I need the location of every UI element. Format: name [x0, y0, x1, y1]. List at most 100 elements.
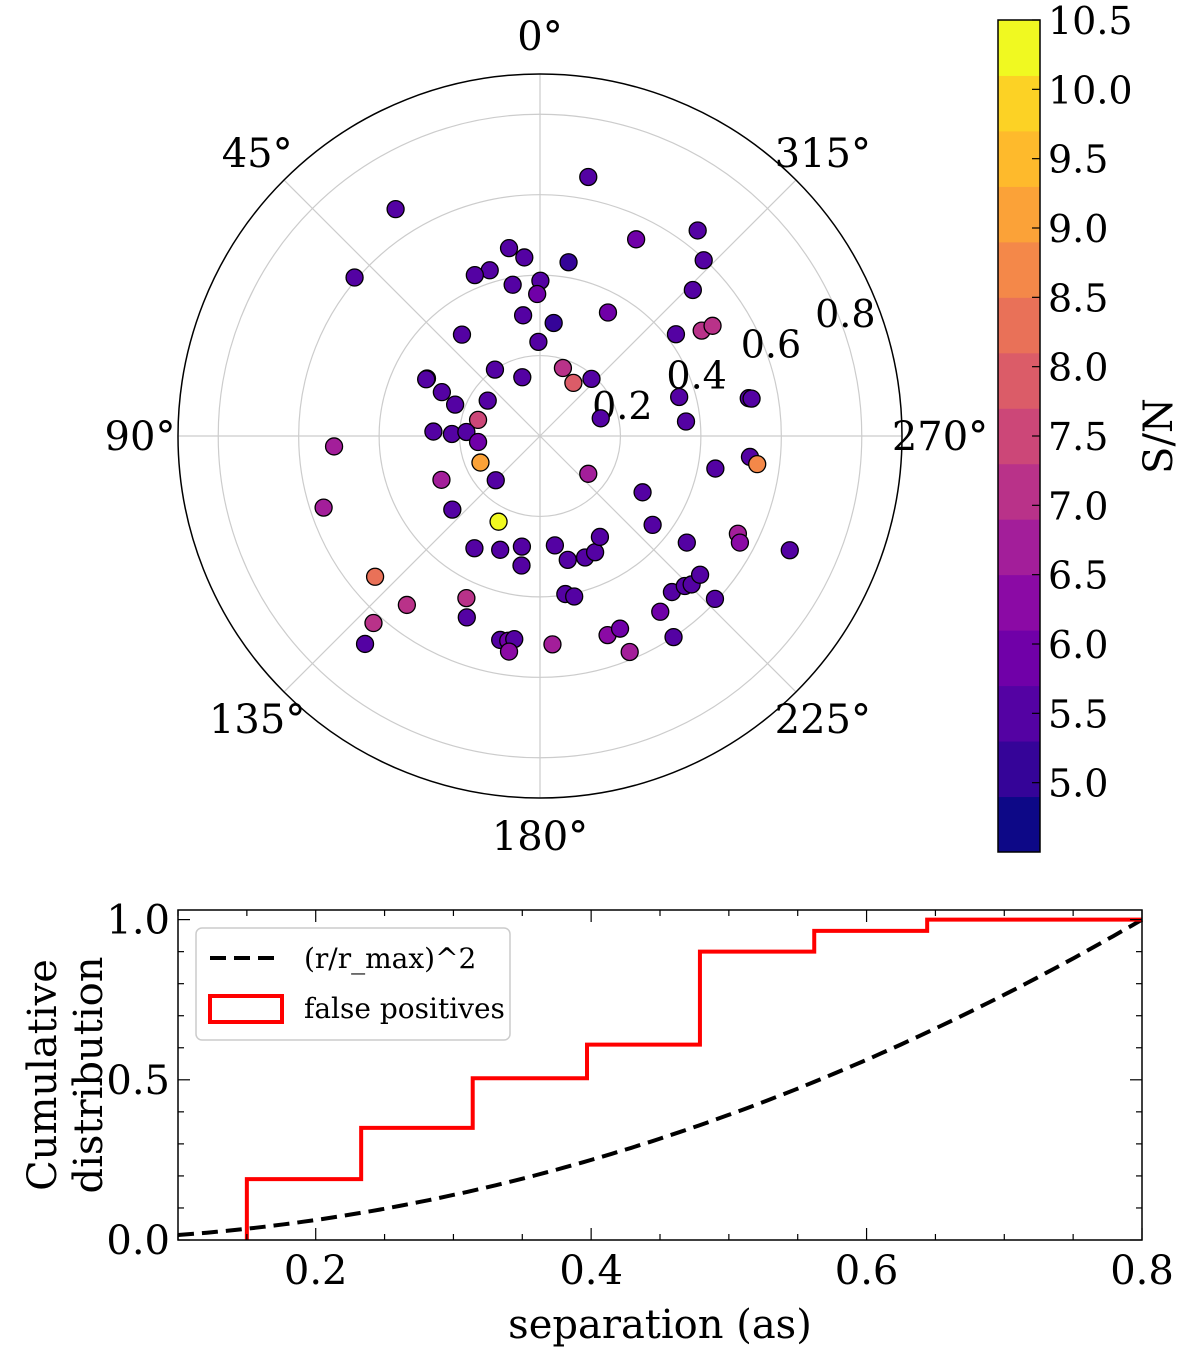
legend-swatch-false-positives — [208, 994, 284, 1024]
data-point — [491, 540, 510, 559]
angle-tick-label: 90° — [105, 414, 176, 460]
colorbar-band — [998, 796, 1040, 853]
data-point — [633, 483, 652, 502]
data-point — [676, 412, 696, 431]
data-point — [503, 275, 522, 294]
data-point — [706, 459, 725, 478]
data-point — [486, 471, 505, 490]
data-point — [397, 595, 417, 615]
colorbar-tick-label: 7.0 — [1048, 484, 1108, 528]
data-point — [365, 567, 385, 586]
series-line-model — [177, 917, 1144, 1237]
colorbar-band — [998, 463, 1040, 520]
data-point — [610, 619, 630, 638]
data-point — [780, 541, 799, 560]
colorbar-tick-label: 8.5 — [1048, 276, 1108, 320]
data-point — [529, 332, 548, 352]
data-point — [485, 360, 505, 379]
colorbar-tick-label: 5.0 — [1048, 762, 1108, 806]
angle-tick-label: 45° — [222, 131, 293, 177]
data-point — [582, 369, 601, 389]
angle-tick-labels: 0° 45° 90° 135° 180° 225° 270° 315° — [105, 14, 989, 860]
colorbar-tick-label: 6.5 — [1048, 554, 1108, 598]
data-point — [544, 313, 563, 333]
data-point — [457, 588, 476, 608]
data-point — [703, 316, 722, 335]
y-axis-label-line: Cumulative — [20, 959, 66, 1191]
angle-tick-label: 0° — [517, 14, 562, 60]
polar-points — [314, 167, 799, 662]
angle-tick-label: 270° — [892, 414, 988, 460]
data-point — [432, 383, 452, 402]
angle-tick-label: 180° — [492, 814, 588, 860]
colorbar-band — [998, 241, 1040, 298]
data-point — [478, 391, 497, 410]
data-point — [545, 536, 565, 555]
data-point — [651, 602, 670, 621]
data-point — [528, 284, 547, 304]
data-point — [445, 395, 465, 414]
data-point — [558, 550, 577, 570]
data-point — [457, 422, 476, 442]
data-point — [677, 533, 696, 552]
colorbar-band — [998, 20, 1040, 76]
x-tick-label: 0.2 — [284, 1248, 348, 1294]
data-point — [666, 325, 686, 344]
y-tick-label: 0.0 — [106, 1218, 170, 1264]
y-tick-label: 0.5 — [106, 1058, 170, 1104]
colorbar-tick-label: 7.5 — [1048, 415, 1108, 459]
data-point — [424, 422, 443, 441]
radial-tick-label: 0.6 — [741, 323, 801, 367]
angular-gridline-5 — [539, 435, 797, 693]
data-point — [683, 280, 702, 300]
radial-tick-label: 0.8 — [815, 292, 875, 336]
angular-gridline-7 — [539, 179, 797, 437]
data-point — [748, 455, 767, 474]
data-point — [694, 251, 713, 270]
colorbar-ticks: 5.0 5.5 6.0 6.5 7.0 7.5 8.0 8.5 9.0 9.5 10.0 10.5 — [1032, 0, 1133, 806]
polar-scatter-chart: 0.20.40.60.8 0°45°90°135°180°225°270°315… — [105, 14, 989, 860]
data-point — [543, 635, 562, 654]
data-point — [513, 306, 533, 325]
data-point — [585, 543, 605, 562]
data-point — [345, 268, 364, 287]
data-point — [690, 565, 710, 584]
axis-ticks: 0.2 0.4 0.6 0.8 0.0 0.5 1.0 — [106, 898, 1173, 1294]
data-point — [591, 409, 610, 428]
legend-label-false-positives: false positives — [304, 992, 505, 1025]
colorbar-tick-label: 10.0 — [1048, 68, 1133, 112]
colorbar-band — [998, 630, 1040, 687]
data-point — [465, 265, 484, 285]
data-point — [643, 515, 662, 535]
data-point — [417, 370, 436, 389]
radial-tick-labels: 0.20.40.60.8 — [592, 292, 875, 428]
data-point — [468, 410, 488, 430]
data-point — [314, 498, 333, 517]
colorbar-band — [998, 186, 1040, 243]
data-point — [515, 248, 534, 267]
data-point — [513, 368, 532, 387]
data-point — [598, 303, 618, 322]
x-axis-label: separation (as) — [508, 1302, 812, 1348]
data-point — [626, 230, 646, 249]
angle-tick-label: 225° — [775, 697, 871, 743]
y-tick-label: 1.0 — [106, 898, 170, 944]
data-point — [512, 537, 532, 556]
colorbar-band — [998, 519, 1040, 576]
data-point — [565, 587, 584, 606]
data-point — [590, 527, 610, 547]
x-tick-label: 0.6 — [835, 1248, 899, 1294]
colorbar-tick-label: 8.0 — [1048, 346, 1108, 390]
x-tick-label: 0.4 — [559, 1248, 623, 1294]
colorbar-band — [998, 741, 1040, 798]
data-point — [443, 500, 462, 519]
data-point — [355, 634, 375, 654]
data-point — [730, 533, 750, 552]
data-point — [559, 253, 578, 272]
data-point — [471, 453, 490, 472]
colorbar-label: S/N — [1136, 398, 1182, 474]
colorbar-band — [998, 352, 1040, 409]
polar-grid — [178, 74, 902, 798]
colorbar-tick-label: 9.0 — [1048, 207, 1108, 251]
